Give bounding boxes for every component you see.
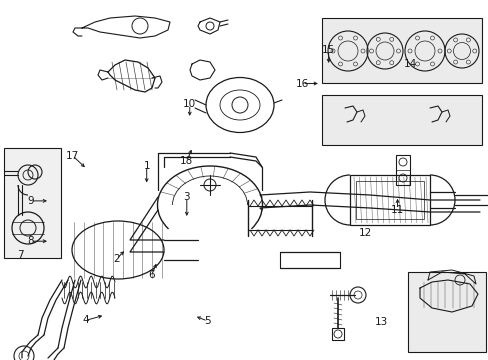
Bar (321, 18, 481, 83)
Text: 14: 14 (403, 59, 417, 69)
Text: 15: 15 (321, 45, 335, 55)
Text: 10: 10 (183, 99, 196, 109)
Bar (4, 148, 61, 258)
Text: 17: 17 (65, 150, 79, 161)
Text: 11: 11 (390, 204, 404, 215)
Text: 1: 1 (143, 161, 150, 171)
Bar (355, 181, 423, 219)
Text: 2: 2 (113, 254, 120, 264)
Text: 7: 7 (17, 250, 24, 260)
Text: 8: 8 (27, 236, 34, 246)
Bar (349, 175, 429, 225)
Text: 6: 6 (148, 270, 155, 280)
Bar (395, 155, 409, 185)
Text: 3: 3 (183, 192, 190, 202)
Text: 16: 16 (295, 78, 308, 89)
Bar (321, 95, 481, 145)
Text: 18: 18 (180, 156, 193, 166)
Text: 5: 5 (204, 316, 211, 326)
Text: 13: 13 (374, 317, 387, 327)
Bar (407, 272, 485, 352)
Bar (331, 328, 343, 340)
Text: 9: 9 (27, 196, 34, 206)
Text: 4: 4 (82, 315, 89, 325)
Text: 12: 12 (358, 228, 372, 238)
